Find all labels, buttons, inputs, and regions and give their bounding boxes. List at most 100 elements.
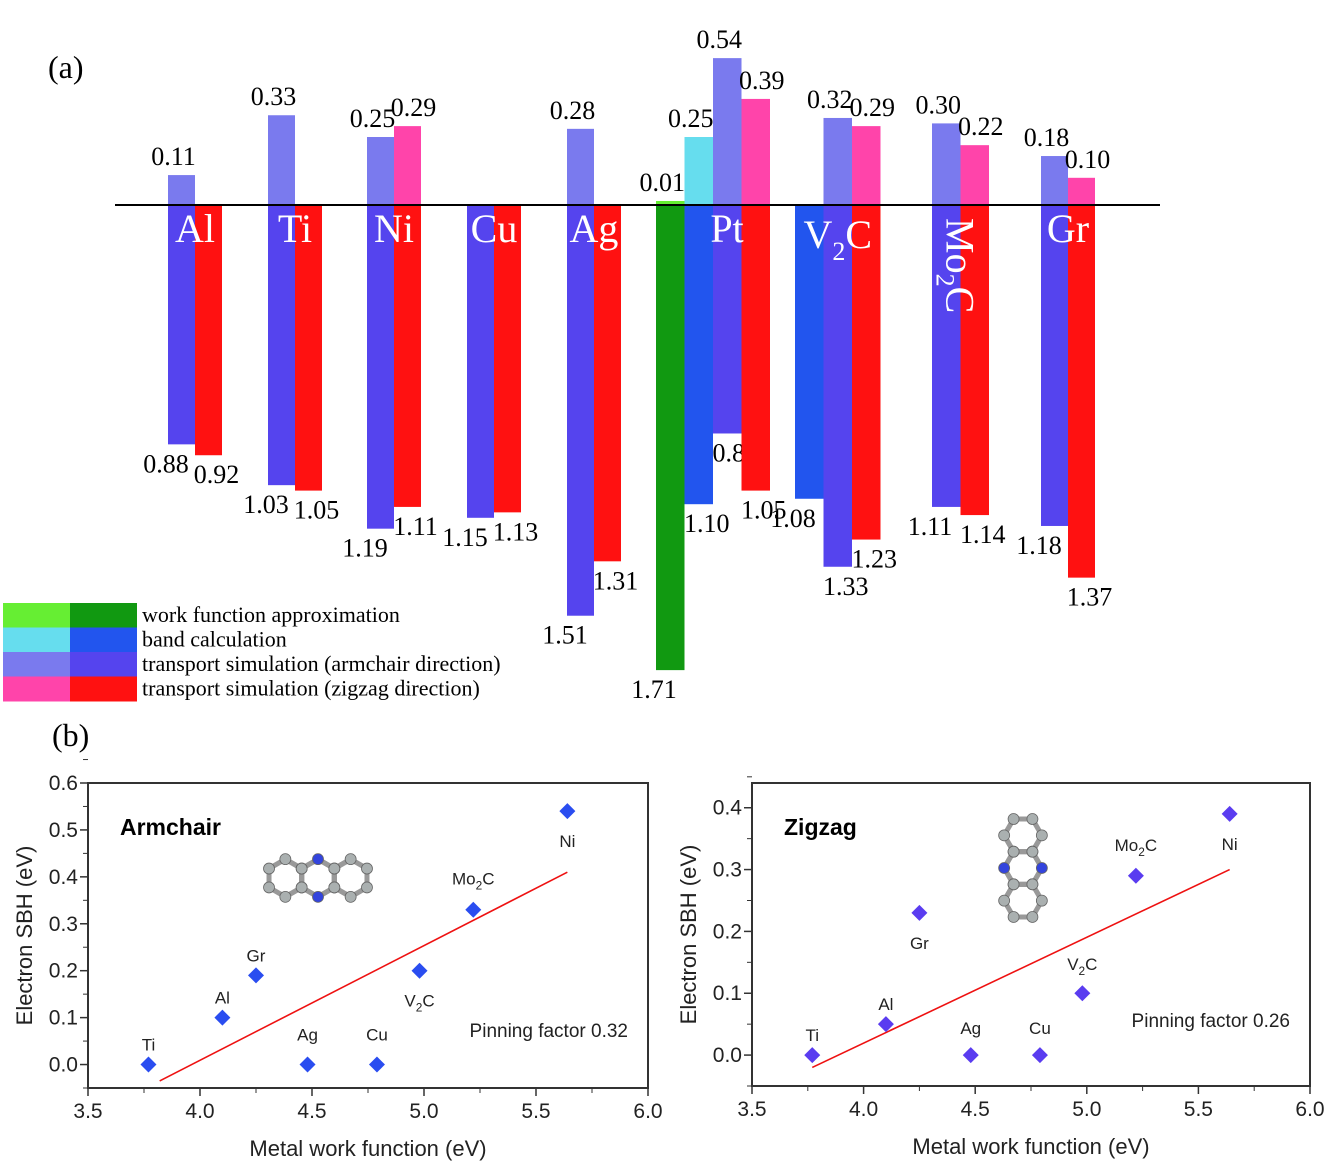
point-label: V2C — [1067, 955, 1097, 978]
data-label-down: 0.92 — [194, 460, 240, 489]
category-label: V2C — [803, 212, 872, 266]
fit-line — [159, 871, 568, 1082]
data-label-down: 1.10 — [684, 509, 730, 538]
data-label-up: 0.10 — [1065, 145, 1111, 174]
bar-up-ni-1 — [394, 126, 421, 205]
plot-title: Zigzag — [784, 814, 857, 840]
y-tick-label: 0.4 — [49, 866, 79, 889]
bar-down-v2c-0 — [795, 205, 824, 499]
carbon-atom — [279, 890, 292, 903]
data-point-gr — [911, 904, 928, 921]
legend-entry: work function approximation — [142, 602, 400, 627]
carbon-atom — [328, 881, 341, 894]
data-label-up: 0.28 — [550, 96, 596, 125]
molecule-structure-armchair — [263, 853, 373, 903]
bar-up-ag-0 — [567, 128, 594, 205]
bar-down-pt-2 — [713, 205, 742, 434]
data-label-up: 0.29 — [850, 93, 896, 122]
carbon-atom — [998, 829, 1011, 842]
legend-swatch-dark — [70, 676, 137, 702]
data-label-down: 1.31 — [593, 566, 639, 595]
data-label-down: 1.08 — [770, 504, 816, 533]
category-label: Al — [175, 206, 215, 251]
legend-entry: transport simulation (armchair direction… — [142, 651, 501, 676]
bar-up-pt-3 — [741, 98, 770, 205]
x-tick-label: 4.0 — [185, 1100, 214, 1123]
x-tick-label: 6.0 — [1295, 1098, 1324, 1121]
carbon-atom — [1007, 813, 1020, 825]
bar-up-ni-0 — [367, 137, 394, 205]
data-label-up: 0.29 — [391, 93, 437, 122]
bar-up-mo2c-1 — [960, 145, 989, 205]
point-label: Al — [878, 995, 893, 1014]
bar-up-al-0 — [168, 175, 195, 205]
carbon-atom — [295, 862, 308, 875]
point-label: Cu — [366, 1026, 388, 1045]
legend-swatch-dark — [70, 652, 137, 677]
data-label-down: 1.11 — [908, 512, 953, 541]
molecule-structure-zigzag — [998, 813, 1048, 923]
bar-up-ti-0 — [268, 115, 295, 205]
bar-group-al: 0.11 0.88 0.92 Al — [143, 142, 239, 489]
bar-down-ti-1 — [295, 205, 322, 491]
carbon-atom — [1035, 829, 1048, 842]
bar-up-pt-0 — [656, 201, 685, 205]
carbon-atom — [1035, 894, 1048, 907]
carbon-atom — [328, 862, 341, 875]
y-tick-label: 0.2 — [713, 920, 742, 943]
bar-down-cu-1 — [494, 205, 521, 513]
legend-swatch-dark — [70, 603, 137, 628]
y-tick-label: 0.0 — [49, 1054, 78, 1077]
data-point-mo2c — [1127, 867, 1144, 884]
nitrogen-atom — [312, 890, 324, 903]
x-tick-label: 3.5 — [737, 1098, 766, 1121]
category-label: Ti — [278, 206, 312, 251]
legend-swatch-light — [3, 603, 70, 628]
x-tick-label: 5.0 — [409, 1100, 438, 1123]
data-label-up: 0.39 — [739, 66, 785, 95]
x-tick-label: 5.0 — [1072, 1098, 1101, 1121]
bar-group-ag: 0.28 1.511.31 Ag — [542, 96, 638, 650]
panel-label-b: (b) — [52, 717, 89, 753]
bar-group-ni: 0.25 1.19 0.29 1.11 Ni — [342, 93, 438, 563]
bar-up-gr-1 — [1068, 177, 1095, 205]
y-tick-label: 0.3 — [713, 859, 742, 882]
x-tick-label: 5.5 — [1184, 1098, 1213, 1121]
data-point-v2c — [1074, 985, 1091, 1002]
legend-swatch-light — [3, 676, 70, 702]
data-point-gr — [248, 967, 264, 984]
data-label-down: 1.11 — [393, 512, 438, 541]
bar-group-gr: 0.18 1.18 0.10 1.37 Gr — [1016, 123, 1112, 612]
bar-down-gr-1 — [1068, 205, 1095, 578]
carbon-atom — [1026, 845, 1039, 858]
plot-title: Armchair — [120, 814, 221, 840]
data-point-mo2c — [465, 901, 482, 918]
nitrogen-atom — [998, 862, 1011, 874]
point-label: Cu — [1029, 1019, 1051, 1038]
y-axis-label: Electron SBH (eV) — [12, 846, 37, 1026]
fit-line — [811, 868, 1230, 1069]
point-label: Al — [215, 989, 230, 1008]
point-label: Ni — [559, 832, 575, 851]
category-label: Pt — [710, 206, 743, 251]
data-point-v2c — [411, 962, 428, 979]
data-label-up: 0.18 — [1024, 123, 1070, 152]
data-point-al — [877, 1016, 894, 1033]
category-label: Gr — [1047, 206, 1089, 251]
x-axis-label: Metal work function (eV) — [249, 1136, 486, 1161]
data-point-ag — [962, 1047, 979, 1064]
pinning-factor-annotation: Pinning factor 0.26 — [1132, 1011, 1290, 1032]
y-tick-label: 0.3 — [49, 913, 78, 936]
point-label: Gr — [247, 946, 266, 965]
carbon-atom — [263, 881, 275, 894]
carbon-atom — [1007, 878, 1020, 891]
data-point-cu — [1031, 1047, 1048, 1064]
data-point-ni — [1221, 805, 1238, 822]
panel-label-a: (a) — [48, 49, 84, 85]
bar-down-al-1 — [195, 205, 222, 456]
legend-entry: band calculation — [142, 627, 287, 652]
carbon-atom — [295, 881, 308, 894]
bar-down-ag-0 — [567, 205, 594, 616]
y-tick-label: 0.5 — [49, 819, 78, 842]
